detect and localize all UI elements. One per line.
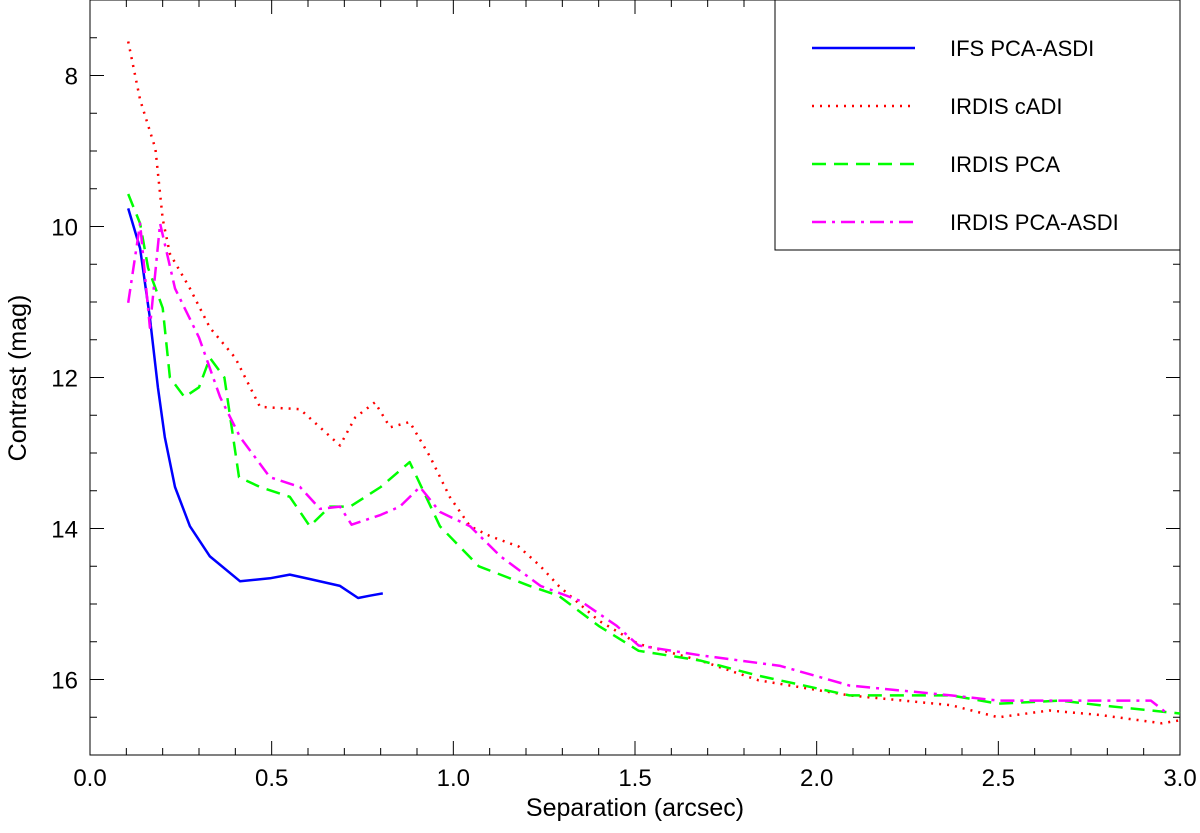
x-axis-label: Separation (arcsec) [526,794,744,822]
series-line-irdis-pca [127,193,1181,715]
legend-label: IRDIS PCA [950,152,1060,177]
series-line-ifs-pca-asdi [127,208,384,600]
y-tick-label: 16 [51,668,78,695]
x-tick-label: 0.5 [255,765,288,792]
x-tick-label: 1.0 [437,765,470,792]
series-line-irdis-cadi [126,41,1181,725]
legend-label: IRDIS cADI [950,94,1062,119]
legend-box [774,0,1181,251]
legend: IFS PCA-ASDI IRDIS cADI IRDIS PCA IRDIS PCA… [774,0,1181,251]
legend-label: IRDIS PCA-ASDI [950,210,1119,235]
y-tick-label: 12 [51,366,78,393]
y-tick-label: 14 [51,517,78,544]
x-tick-label: 2.0 [800,765,833,792]
x-tick-label: 0.0 [73,765,106,792]
y-axis-label: Contrast (mag) [4,295,32,462]
series-line-irdis-pca-asdi [126,222,1170,716]
axis-ticks: 0.0 0.5 1.0 1.5 2.0 2.5 3.0 8 10 12 14 16 [51,0,1197,792]
legend-label: IFS PCA-ASDI [950,36,1094,61]
y-tick-label: 8 [65,64,78,91]
x-tick-label: 3.0 [1163,765,1196,792]
y-tick-label: 10 [51,215,78,242]
series-lines [126,41,1181,725]
x-tick-label: 1.5 [618,765,651,792]
x-tick-label: 2.5 [982,765,1015,792]
